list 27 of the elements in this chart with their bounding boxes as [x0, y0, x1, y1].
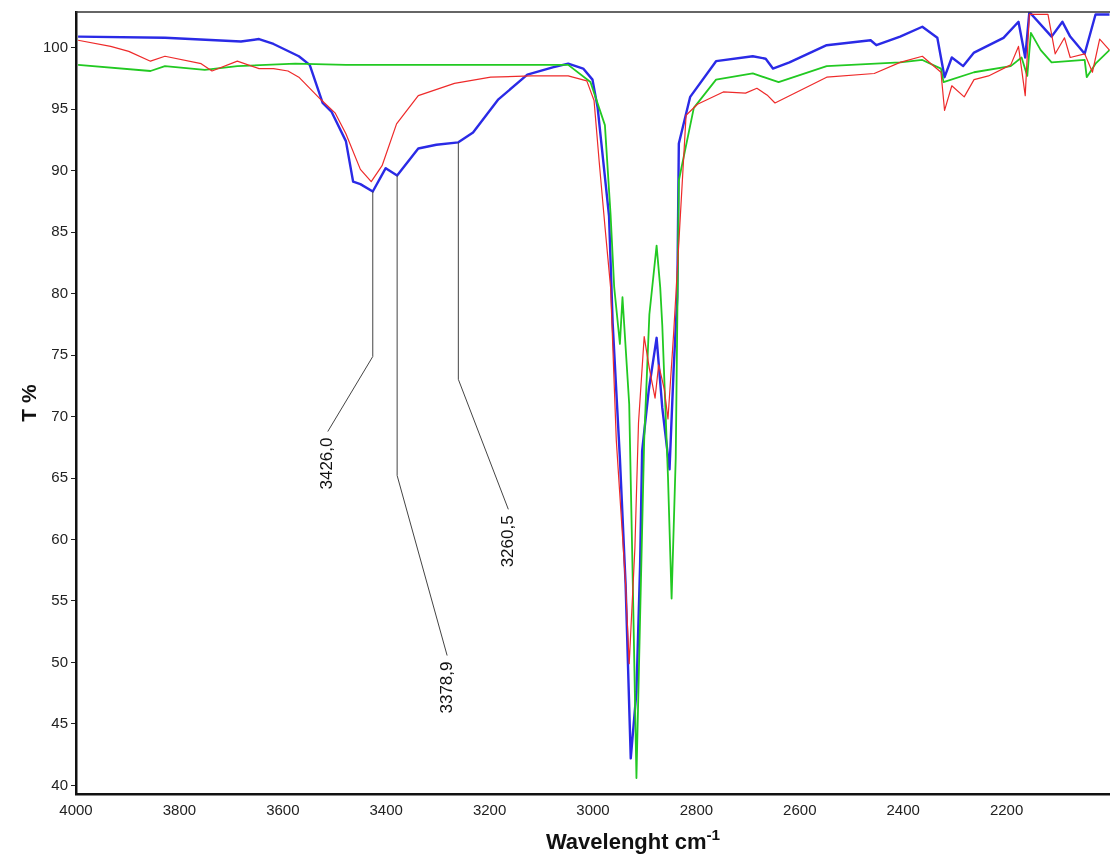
y-tick-label: 50 — [51, 652, 69, 670]
x-tick-label: 2400 — [886, 801, 920, 819]
x-tick-label: 3600 — [266, 801, 300, 819]
y-tick-label: 60 — [51, 529, 69, 547]
x-tick-label: 3800 — [162, 801, 197, 819]
y-tick-label: 80 — [51, 283, 69, 301]
annotation: 3260,5 — [498, 515, 518, 568]
annotation: 3426,0 — [317, 437, 337, 490]
y-tick-label: 75 — [51, 345, 69, 363]
y-tick-label: 70 — [51, 406, 69, 424]
x-tick-label: 3400 — [369, 801, 403, 819]
y-tick-label: 90 — [51, 160, 69, 178]
y-tick-label: 65 — [51, 468, 69, 486]
x-tick-label: 4000 — [59, 801, 93, 819]
annotation: 3378,9 — [436, 661, 456, 714]
y-tick-label: 40 — [51, 775, 69, 793]
y-axis-title: T % — [16, 384, 40, 422]
y-tick-label: 45 — [51, 714, 69, 732]
x-tick-label: 2200 — [989, 801, 1024, 819]
y-tick-label: 100 — [43, 37, 69, 55]
y-tick-label: 55 — [51, 591, 69, 609]
x-tick-label: 3000 — [576, 801, 610, 819]
x-tick-label: 2800 — [679, 801, 714, 819]
y-tick-label: 95 — [51, 99, 69, 117]
x-tick-label: 3200 — [472, 801, 507, 819]
x-tick-label: 2600 — [783, 801, 817, 819]
y-tick-label: 85 — [51, 222, 69, 240]
